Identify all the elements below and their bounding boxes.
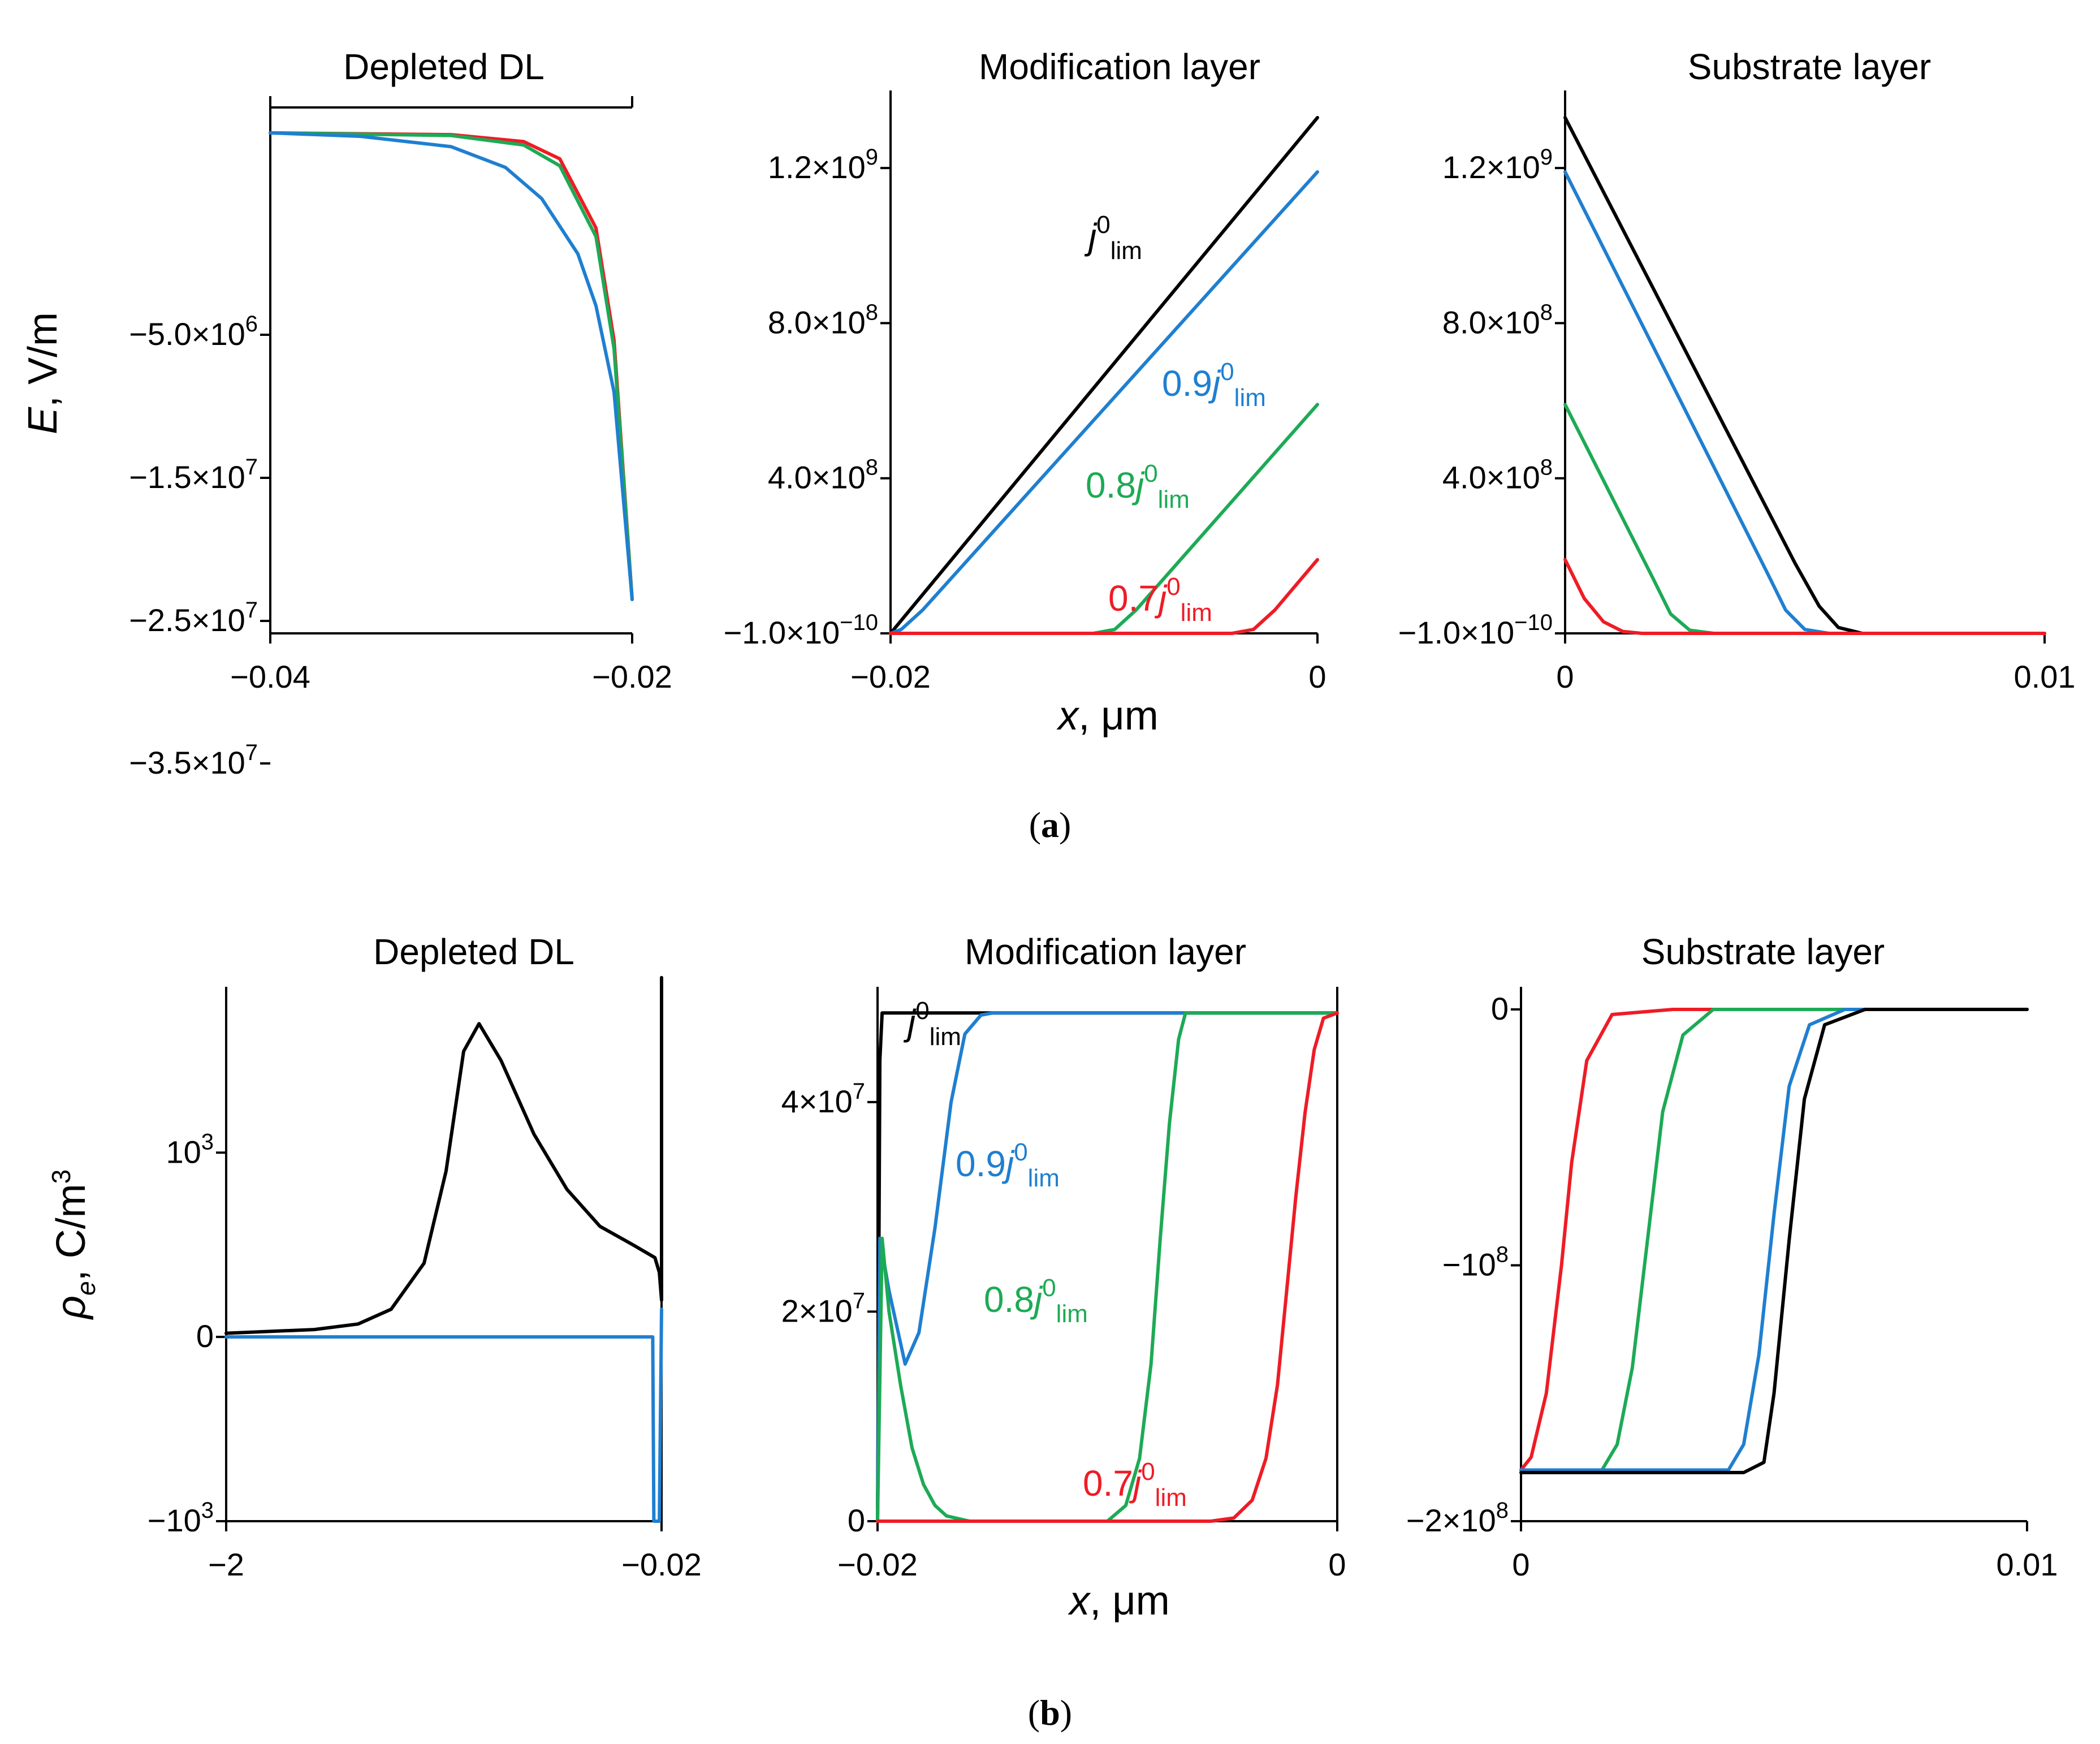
annotation-1.0j0lim: j0lim [903, 997, 961, 1051]
y-tick-label: 0 [1491, 991, 1509, 1026]
x-tick-label: −2 [208, 1547, 244, 1582]
y-tick-label: −103 [148, 1498, 214, 1538]
x-tick-label: −0.02 [850, 659, 931, 694]
series-j0lim-line [224, 975, 663, 1335]
y-tick-label: −1.5×107 [129, 455, 258, 495]
panel-a1-ylabel: E, V/m [20, 312, 66, 434]
ylabel-rho-unit: , C/m [49, 1184, 94, 1281]
panel-a3: Substrate layer 1.2×109 8.0×108 4.0×108 −1.… [1398, 46, 2076, 694]
ylabel-rho: ρ [49, 1296, 94, 1320]
annotation-0.8j0lim: 0.8j0lim [1086, 460, 1190, 513]
x-tick-label: −0.02 [837, 1547, 918, 1582]
y-tick-label: 0 [196, 1318, 214, 1354]
xlabel-x-unit: , μm [1078, 693, 1158, 739]
annotation-0.7j0lim: 0.7j0lim [1108, 573, 1212, 627]
y-tick-label: 103 [166, 1129, 214, 1169]
y-tick-label: −1.0×10−10 [724, 610, 878, 650]
panel-b2-xlabel: x, μm [1068, 1578, 1169, 1624]
panel-a1-title: Depleted DL [343, 46, 545, 87]
annotation-0.9j0lim: 0.9j0lim [1162, 358, 1266, 412]
caption-b: (b) [1028, 1693, 1072, 1733]
y-tick-label: 1.2×109 [768, 145, 878, 185]
panel-b1-ylabel: ρe, C/m3 [46, 1169, 101, 1320]
panel-a1: Depleted DL E, V/m −5.0×106 −1.5×107 −2.5×… [20, 46, 672, 780]
y-tick-label: 1.2×109 [1442, 145, 1553, 185]
panel-b1-title: Depleted DL [373, 931, 574, 972]
ylabel-rho-unit-sup: 3 [46, 1169, 76, 1184]
annotation-0.7j0lim: 0.7j0lim [1083, 1458, 1187, 1512]
x-tick-label: 0 [1328, 1547, 1346, 1582]
series-0.9j0lim-line [224, 1307, 663, 1523]
series-0.8j0lim-line [269, 131, 634, 601]
panel-b2-title: Modification layer [965, 931, 1246, 972]
y-tick-label: 4.0×108 [768, 455, 878, 495]
y-tick-label: 2×107 [781, 1288, 865, 1328]
panel-a2: Modification layer x, μm 1.2×109 8.0×108 4… [724, 46, 1326, 739]
y-tick-label: 8.0×108 [768, 300, 878, 340]
ylabel-E: E [20, 407, 66, 434]
series-j0lim-line [889, 116, 1319, 635]
ylabel-rho-sub: e [71, 1281, 101, 1296]
xlabel-x-unit-b: , μm [1090, 1578, 1169, 1624]
ylabel-E-unit: , V/m [20, 312, 66, 407]
xlabel-x: x [1056, 693, 1080, 739]
y-tick-label: 8.0×108 [1442, 300, 1553, 340]
x-tick-label: 0.01 [1997, 1547, 2058, 1582]
series-0.7j0lim-line [1519, 1008, 2029, 1472]
y-tick-label: −5.0×106 [129, 312, 258, 352]
y-tick-label: −1.0×10−10 [1398, 610, 1553, 650]
x-tick-label: −0.02 [621, 1547, 702, 1582]
panel-b1: Depleted DL ρe, C/m3 103 0 −103 −2 −0.02 [46, 931, 702, 1582]
series-0.9j0lim-line [889, 170, 1319, 635]
depleted-dl-bracket [269, 96, 633, 109]
y-tick-label: 4.0×108 [1442, 455, 1553, 495]
x-tick-label: −0.04 [230, 659, 310, 694]
y-tick-label: −108 [1442, 1242, 1509, 1283]
series-0.7j0lim-line [889, 558, 1319, 635]
series-0.9j0lim-line [1519, 1008, 2029, 1472]
panel-a2-title: Modification layer [979, 46, 1260, 87]
y-tick-label: −2×108 [1406, 1498, 1509, 1538]
y-tick-label: 4×107 [781, 1079, 865, 1119]
caption-a: (a) [1029, 805, 1071, 845]
x-tick-label: 0 [1308, 659, 1326, 694]
x-tick-label: 0.01 [2014, 659, 2076, 694]
series-0.9j0lim-line [1563, 170, 2046, 635]
series-0.7j0lim-line [876, 1011, 1339, 1523]
annotation-1.0j0lim: j0lim [1084, 211, 1142, 265]
y-tick-label: −2.5×107 [129, 598, 258, 638]
panel-a3-title: Substrate layer [1688, 46, 1931, 87]
y-tick-label: 0 [848, 1503, 865, 1538]
series-j0lim-line [1563, 116, 2046, 635]
series-j0lim-line [1519, 1008, 2029, 1474]
y-tick-label: −3.5×107 [129, 740, 258, 780]
series-0.8j0lim-line [889, 403, 1319, 635]
annotation-0.9j0lim: 0.9j0lim [956, 1138, 1060, 1192]
panel-b2: Modification layer x, μm 4×107 2×107 0 −0.0… [781, 931, 1346, 1624]
x-tick-label: −0.02 [592, 659, 672, 694]
x-tick-label: 0 [1512, 1547, 1529, 1582]
series-0.9j0lim-line [269, 131, 634, 601]
panel-a2-xlabel: x, μm [1056, 693, 1158, 739]
series-0.8j0lim-line [1563, 403, 2046, 635]
annotation-0.8j0lim: 0.8j0lim [984, 1274, 1088, 1328]
series-0.7j0lim-line [1563, 558, 2046, 635]
series-0.8j0lim-line [1519, 1008, 2029, 1472]
xlabel-x-b: x [1068, 1578, 1091, 1624]
x-tick-label: 0 [1556, 659, 1574, 694]
panel-b3-title: Substrate layer [1641, 931, 1885, 972]
